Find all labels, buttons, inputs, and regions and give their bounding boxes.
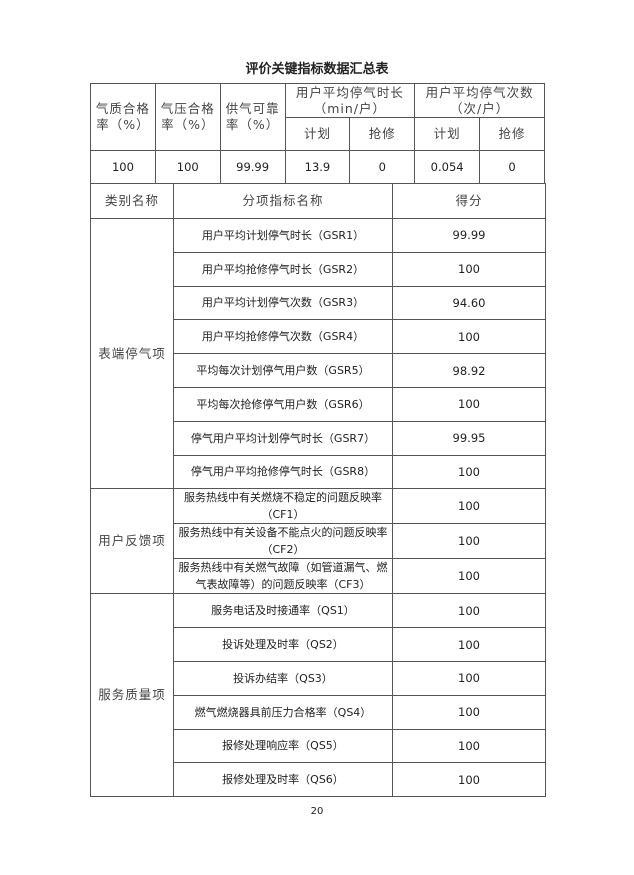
indicator-score: 100	[392, 386, 546, 422]
indicator-score: 100	[392, 762, 546, 798]
summary-table: 气质合格率（%） 气压合格率（%） 供气可靠率（%） 用户平均停气时长（min/…	[90, 83, 545, 184]
header-category: 类别名称	[90, 183, 174, 219]
subheader-repair: 抢修	[479, 117, 545, 151]
indicator-name: 用户平均抢修停气次数（GSR4）	[173, 319, 393, 355]
table-row: 报修处理及时率（QS6） 100	[91, 762, 546, 798]
indicator-score: 99.95	[392, 420, 546, 456]
value-cell: 0.054	[414, 150, 481, 184]
table-row: 服务质量项 服务电话及时接通率（QS1） 100	[90, 593, 546, 798]
table-row: 报修处理响应率（QS5） 100	[91, 728, 546, 764]
table-row: 投诉处理及时率（QS2） 100	[91, 627, 546, 662]
category-cell: 表端停气项	[90, 217, 174, 490]
indicator-score: 94.60	[392, 285, 546, 321]
value-cell: 0	[479, 150, 545, 184]
indicator-name: 投诉处理及时率（QS2）	[173, 627, 393, 662]
indicator-score: 99.99	[392, 218, 546, 253]
indicator-name: 服务热线中有关燃烧不稳定的问题反映率（CF1）	[173, 488, 393, 525]
indicator-score: 100	[392, 319, 546, 355]
table-row: 表端停气项 用户平均计划停气时长（GSR1） 99.99	[90, 217, 546, 490]
page-number: 20	[310, 806, 324, 817]
indicator-score: 100	[392, 660, 546, 696]
indicator-name: 停气用户平均抢修停气时长（GSR8）	[173, 454, 393, 490]
indicator-score: 100	[392, 454, 546, 490]
indicator-name: 报修处理响应率（QS5）	[173, 728, 393, 764]
indicator-name: 用户平均计划停气次数（GSR3）	[173, 285, 393, 321]
table-row: 停气用户平均抢修停气时长（GSR8） 100	[91, 454, 546, 490]
category-cell: 用户反馈项	[90, 488, 174, 595]
table-row: 投诉办结率（QS3） 100	[91, 660, 546, 696]
indicator-name: 平均每次抢修停气用户数（GSR6）	[173, 386, 393, 422]
subheader-planned: 计划	[284, 117, 351, 151]
indicator-name: 服务热线中有关设备不能点火的问题反映率（CF2）	[173, 523, 393, 560]
table-row: 平均每次计划停气用户数（GSR5） 98.92	[91, 353, 546, 388]
indicator-name: 服务电话及时接通率（QS1）	[173, 593, 393, 629]
table-row: 停气用户平均计划停气时长（GSR7） 99.95	[91, 420, 546, 456]
table-row: 用户平均抢修停气次数（GSR4） 100	[91, 319, 546, 355]
indicator-name: 服务热线中有关燃气故障（如管道漏气、燃气表故障等）的问题反映率（CF3）	[173, 558, 393, 595]
indicator-score: 100	[392, 627, 546, 662]
value-cell: 100	[90, 150, 156, 184]
header-avg-outage-duration: 用户平均停气时长（min/户）	[284, 83, 416, 118]
table-row: 服务热线中有关设备不能点火的问题反映率（CF2） 100	[91, 523, 546, 560]
indicator-name: 燃气燃烧器具前压力合格率（QS4）	[173, 694, 393, 730]
category-cell: 服务质量项	[90, 593, 174, 798]
value-cell: 99.99	[219, 150, 286, 184]
table-title: 评价关键指标数据汇总表	[245, 62, 389, 77]
table-row: 用户反馈项 服务热线中有关燃烧不稳定的问题反映率（CF1） 100	[90, 488, 546, 595]
indicator-score: 100	[392, 728, 546, 764]
header-indicator: 分项指标名称	[173, 183, 393, 219]
indicator-score: 100	[392, 488, 546, 525]
indicator-name: 投诉办结率（QS3）	[173, 660, 393, 696]
indicator-name: 报修处理及时率（QS6）	[173, 762, 393, 798]
indicator-score: 98.92	[392, 353, 546, 388]
table-row: 服务热线中有关燃气故障（如管道漏气、燃气表故障等）的问题反映率（CF3） 100	[91, 558, 546, 595]
value-cell: 0	[349, 150, 416, 184]
table-row: 用户平均抢修停气时长（GSR2） 100	[91, 251, 546, 287]
indicator-score: 100	[392, 558, 546, 595]
indicator-score: 100	[392, 251, 546, 287]
indicator-score: 100	[392, 523, 546, 560]
indicator-score: 100	[392, 593, 546, 629]
value-cell: 13.9	[284, 150, 351, 184]
indicator-name: 平均每次计划停气用户数（GSR5）	[173, 353, 393, 388]
header-avg-outage-count: 用户平均停气次数（次/户）	[414, 83, 545, 118]
table-row: 平均每次抢修停气用户数（GSR6） 100	[91, 386, 546, 422]
indicator-score: 100	[392, 694, 546, 730]
header-gas-pressure: 气压合格率（%）	[154, 83, 221, 151]
indicator-name: 用户平均抢修停气时长（GSR2）	[173, 251, 393, 287]
indicator-name: 停气用户平均计划停气时长（GSR7）	[173, 420, 393, 456]
header-score: 得分	[392, 183, 546, 219]
detail-table: 类别名称 分项指标名称 得分 表端停气项 用户平均计划停气时长（GSR1） 99.9…	[90, 183, 546, 798]
subheader-repair: 抢修	[349, 117, 416, 151]
indicator-name: 用户平均计划停气时长（GSR1）	[173, 218, 393, 253]
table-row: 用户平均计划停气次数（GSR3） 94.60	[91, 285, 546, 321]
subheader-planned: 计划	[414, 117, 481, 151]
header-gas-quality: 气质合格率（%）	[90, 83, 156, 151]
header-supply-reliability: 供气可靠率（%）	[219, 83, 286, 151]
value-cell: 100	[154, 150, 221, 184]
